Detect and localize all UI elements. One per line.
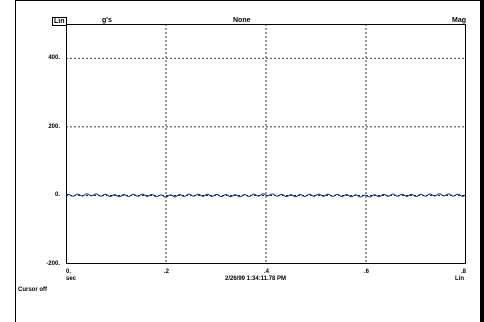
y-tick-label: 200.: [48, 123, 60, 130]
timestamp-label: 2/26/99 1:34:11.78 PM: [225, 276, 287, 282]
frame-top-border: [16, 0, 484, 1]
x-tick-label: .8: [461, 269, 467, 275]
window-label: None: [233, 17, 251, 24]
cursor-status[interactable]: Cursor off: [18, 287, 47, 293]
x-tick-label: .4: [264, 269, 270, 275]
display-mode-label: Mag: [452, 17, 466, 24]
units-label: g's: [102, 17, 112, 24]
left-panel: [0, 0, 16, 322]
signal-trace: [65, 193, 467, 198]
x-tick-label: .6: [364, 269, 370, 275]
y-tick-label: -200.: [46, 261, 60, 267]
x-unit-label: sec: [66, 276, 77, 282]
frame-right-border: [480, 0, 484, 322]
x-tick-label: 0.: [66, 269, 72, 275]
x-scale-label: Lin: [455, 276, 464, 282]
scale-mode-box[interactable]: Lin: [52, 17, 67, 26]
y-tick-label: 400.: [48, 55, 60, 62]
y-tick-label: 0.: [54, 192, 60, 199]
x-tick-label: .2: [164, 269, 170, 275]
